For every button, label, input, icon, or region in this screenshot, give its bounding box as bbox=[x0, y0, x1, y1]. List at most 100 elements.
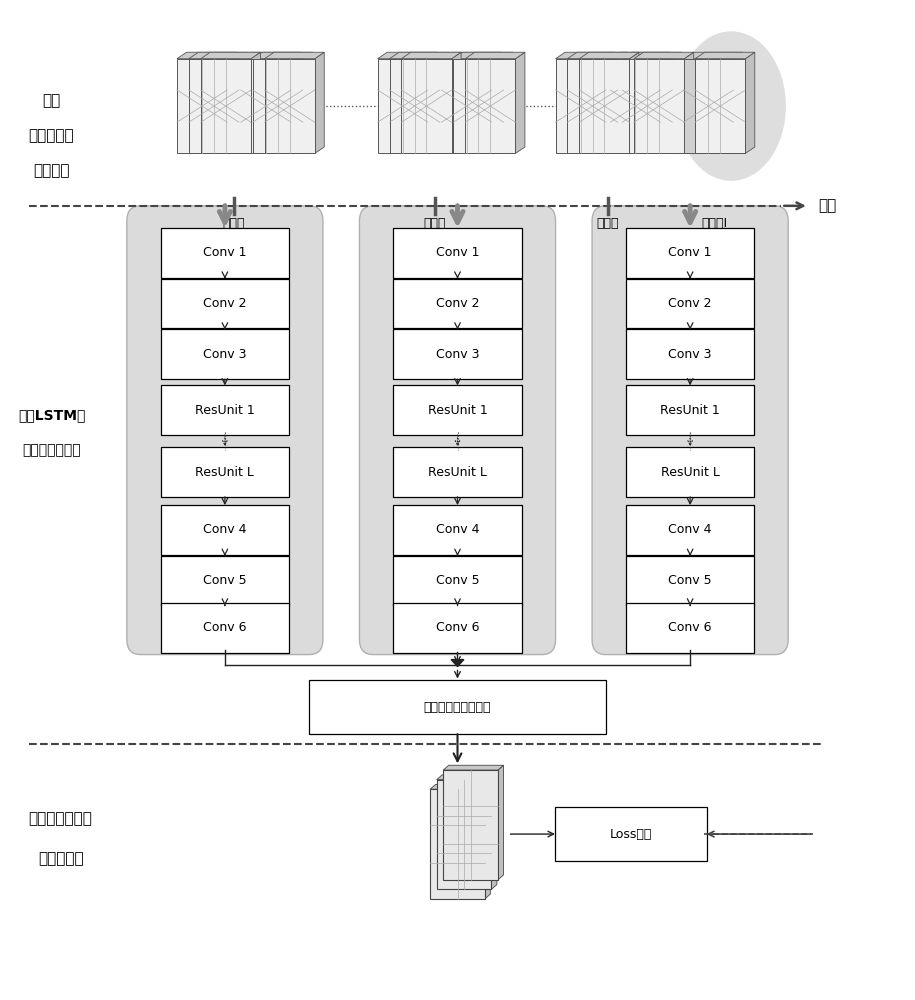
Polygon shape bbox=[491, 775, 497, 889]
Polygon shape bbox=[440, 52, 449, 153]
Polygon shape bbox=[567, 59, 618, 153]
Polygon shape bbox=[485, 784, 490, 899]
Polygon shape bbox=[291, 52, 300, 153]
Text: Conv 2: Conv 2 bbox=[668, 297, 712, 310]
FancyBboxPatch shape bbox=[160, 279, 289, 328]
Text: 输出预测恢复的: 输出预测恢复的 bbox=[28, 812, 92, 827]
Text: Conv 6: Conv 6 bbox=[203, 621, 247, 634]
Polygon shape bbox=[390, 59, 440, 153]
Text: ResUnit 1: ResUnit 1 bbox=[195, 404, 254, 417]
Polygon shape bbox=[177, 59, 227, 153]
Polygon shape bbox=[630, 52, 639, 153]
Polygon shape bbox=[436, 775, 497, 780]
Polygon shape bbox=[443, 770, 498, 880]
FancyBboxPatch shape bbox=[393, 329, 522, 379]
Text: Conv 2: Conv 2 bbox=[436, 297, 479, 310]
Polygon shape bbox=[253, 52, 312, 59]
FancyBboxPatch shape bbox=[393, 385, 522, 435]
Text: ResUnit 1: ResUnit 1 bbox=[427, 404, 488, 417]
Text: 时间: 时间 bbox=[818, 198, 836, 213]
Polygon shape bbox=[634, 59, 684, 153]
Text: 丢失帧I: 丢失帧I bbox=[702, 217, 727, 230]
Text: 输入: 输入 bbox=[42, 94, 60, 109]
Text: Conv 4: Conv 4 bbox=[203, 523, 247, 536]
Text: Conv 3: Conv 3 bbox=[436, 348, 479, 361]
Polygon shape bbox=[264, 59, 315, 153]
Text: Conv 3: Conv 3 bbox=[203, 348, 247, 361]
Polygon shape bbox=[684, 59, 734, 153]
Polygon shape bbox=[491, 52, 501, 153]
Polygon shape bbox=[241, 59, 291, 153]
Polygon shape bbox=[465, 52, 525, 59]
Polygon shape bbox=[695, 59, 746, 153]
Polygon shape bbox=[200, 52, 261, 59]
Text: Conv 5: Conv 5 bbox=[436, 574, 479, 587]
FancyBboxPatch shape bbox=[127, 206, 323, 655]
Polygon shape bbox=[515, 52, 525, 153]
Polygon shape bbox=[618, 52, 627, 153]
Polygon shape bbox=[746, 52, 755, 153]
Text: 深度残差子网络: 深度残差子网络 bbox=[22, 443, 81, 457]
Polygon shape bbox=[177, 52, 237, 59]
Polygon shape bbox=[454, 52, 513, 59]
Polygon shape bbox=[579, 59, 630, 153]
FancyBboxPatch shape bbox=[626, 603, 755, 653]
Polygon shape bbox=[622, 52, 682, 59]
FancyBboxPatch shape bbox=[160, 228, 289, 278]
Polygon shape bbox=[442, 59, 491, 153]
Text: Conv 5: Conv 5 bbox=[203, 574, 247, 587]
Polygon shape bbox=[610, 59, 661, 153]
FancyBboxPatch shape bbox=[626, 329, 755, 379]
FancyBboxPatch shape bbox=[360, 206, 555, 655]
Polygon shape bbox=[695, 52, 755, 59]
Text: Conv 4: Conv 4 bbox=[668, 523, 712, 536]
FancyBboxPatch shape bbox=[626, 228, 755, 278]
FancyBboxPatch shape bbox=[393, 505, 522, 555]
Polygon shape bbox=[465, 59, 515, 153]
Polygon shape bbox=[684, 52, 743, 59]
Polygon shape bbox=[402, 59, 452, 153]
Text: Conv 2: Conv 2 bbox=[203, 297, 247, 310]
Polygon shape bbox=[452, 52, 461, 153]
Polygon shape bbox=[188, 52, 249, 59]
Text: 当前组: 当前组 bbox=[597, 217, 619, 230]
Text: Conv 5: Conv 5 bbox=[668, 574, 712, 587]
Text: ResUnit L: ResUnit L bbox=[661, 466, 719, 479]
Polygon shape bbox=[443, 765, 503, 770]
Polygon shape bbox=[579, 52, 639, 59]
Polygon shape bbox=[454, 59, 503, 153]
FancyBboxPatch shape bbox=[393, 447, 522, 497]
Polygon shape bbox=[188, 59, 239, 153]
Polygon shape bbox=[442, 52, 501, 59]
Text: Conv 3: Conv 3 bbox=[668, 348, 712, 361]
Text: ResUnit L: ResUnit L bbox=[428, 466, 487, 479]
Text: Conv 1: Conv 1 bbox=[668, 246, 712, 259]
Text: ResUnit 1: ResUnit 1 bbox=[661, 404, 720, 417]
Text: Loss函数: Loss函数 bbox=[609, 828, 652, 841]
Polygon shape bbox=[661, 52, 670, 153]
FancyBboxPatch shape bbox=[626, 556, 755, 606]
Text: Conv 1: Conv 1 bbox=[203, 246, 247, 259]
FancyBboxPatch shape bbox=[592, 206, 788, 655]
FancyBboxPatch shape bbox=[160, 447, 289, 497]
Polygon shape bbox=[673, 52, 682, 153]
Polygon shape bbox=[555, 52, 615, 59]
Polygon shape bbox=[227, 52, 237, 153]
Polygon shape bbox=[428, 52, 437, 153]
Polygon shape bbox=[239, 52, 249, 153]
Text: 近期组: 近期组 bbox=[424, 217, 446, 230]
Polygon shape bbox=[251, 52, 261, 153]
Ellipse shape bbox=[676, 31, 786, 181]
FancyBboxPatch shape bbox=[393, 603, 522, 653]
Text: Conv 6: Conv 6 bbox=[436, 621, 479, 634]
Polygon shape bbox=[436, 780, 491, 889]
Polygon shape bbox=[555, 59, 606, 153]
Polygon shape bbox=[498, 765, 503, 880]
Text: 连续视频帧: 连续视频帧 bbox=[28, 129, 74, 144]
Polygon shape bbox=[253, 59, 303, 153]
Text: Conv 4: Conv 4 bbox=[436, 523, 479, 536]
FancyBboxPatch shape bbox=[160, 329, 289, 379]
FancyBboxPatch shape bbox=[308, 680, 607, 734]
Text: Conv 1: Conv 1 bbox=[436, 246, 479, 259]
Polygon shape bbox=[402, 52, 461, 59]
